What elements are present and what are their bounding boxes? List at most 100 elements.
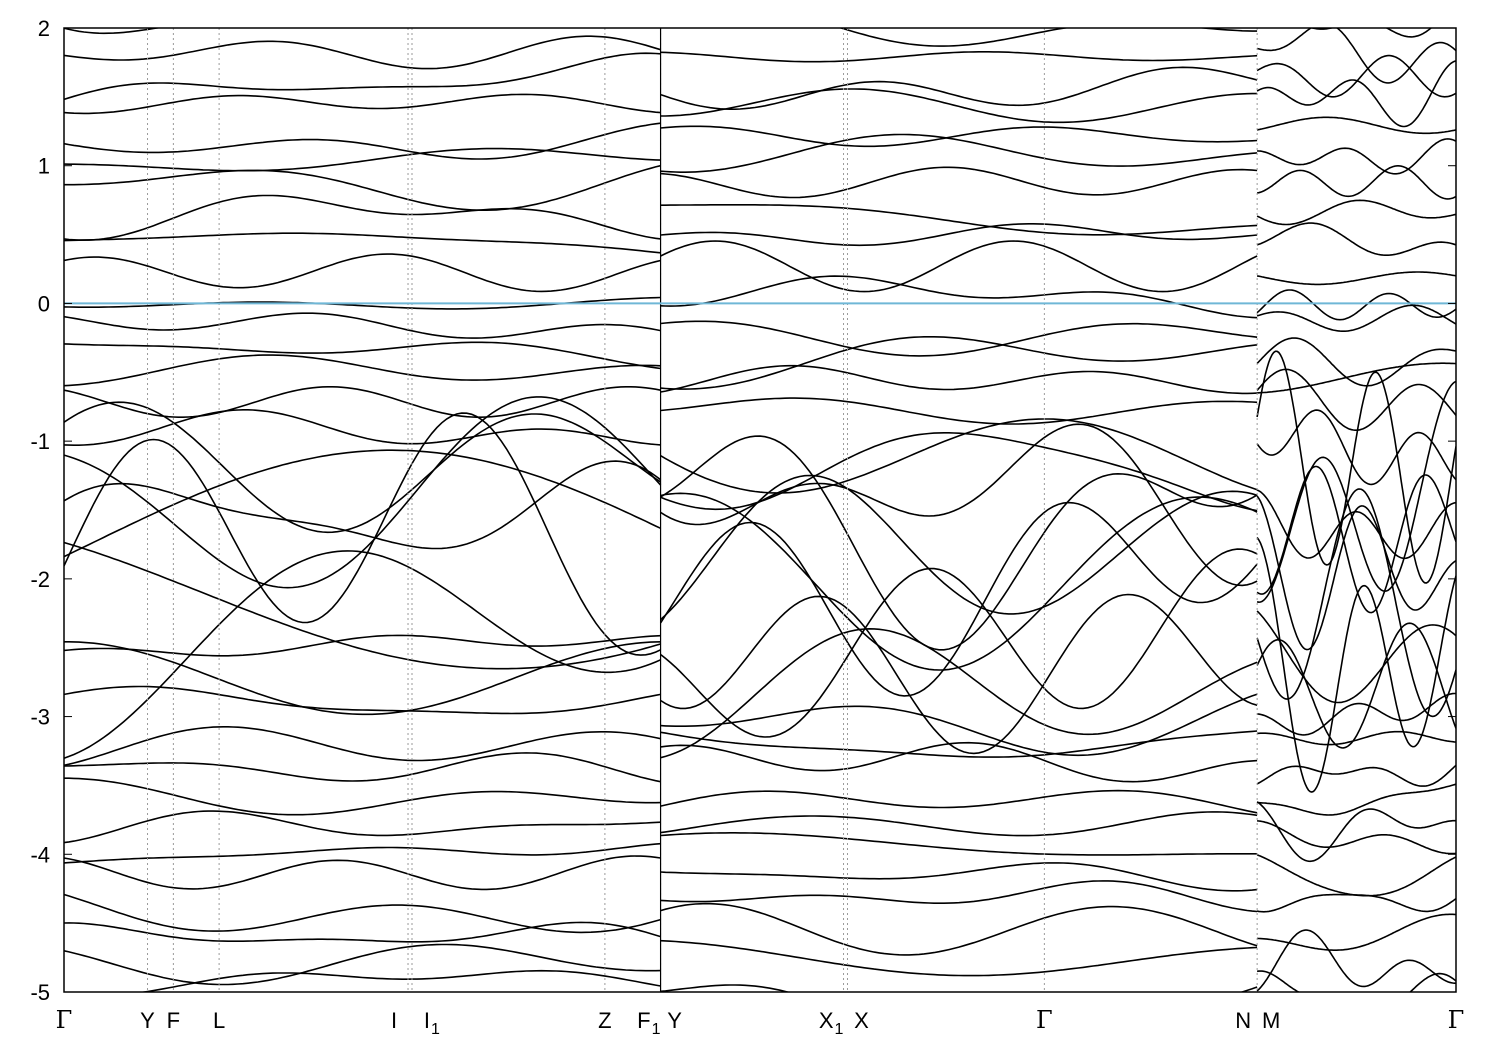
x-tick-label-main: Z bbox=[598, 1008, 611, 1033]
band-curve bbox=[64, 253, 661, 293]
band-curve bbox=[1257, 730, 1456, 746]
band-curve bbox=[1256, 929, 1456, 992]
x-tick-label: N bbox=[1235, 1008, 1251, 1033]
x-tick-label-main: X bbox=[819, 1008, 834, 1033]
band-curve bbox=[64, 147, 661, 172]
band-curve bbox=[1257, 783, 1456, 816]
band-curve bbox=[64, 943, 661, 986]
band-curve bbox=[64, 893, 661, 934]
band-curve bbox=[139, 969, 661, 992]
band-curve bbox=[64, 412, 661, 656]
band-curve bbox=[660, 730, 1258, 758]
y-tick-label: -2 bbox=[30, 567, 50, 592]
band-curve bbox=[660, 204, 1258, 236]
y-tick-label: -4 bbox=[30, 842, 50, 867]
y-tick-label: 1 bbox=[38, 154, 50, 179]
band-curve bbox=[660, 984, 1258, 992]
y-tick-label: -5 bbox=[30, 980, 50, 1005]
band-curve bbox=[1256, 60, 1456, 128]
band-curve bbox=[1256, 380, 1456, 604]
band-curve bbox=[1256, 488, 1456, 718]
band-curve bbox=[1256, 271, 1456, 286]
band-curve bbox=[64, 35, 661, 70]
band-curve bbox=[64, 634, 661, 657]
band-curve bbox=[660, 397, 1258, 425]
y-tick-label: 2 bbox=[38, 16, 50, 41]
bands-layer bbox=[64, 28, 1456, 992]
band-curve bbox=[660, 693, 1258, 757]
band-curve bbox=[660, 125, 1258, 148]
band-curve bbox=[1256, 54, 1456, 98]
band-curve bbox=[660, 275, 1258, 319]
band-curve bbox=[64, 810, 661, 844]
band-curve bbox=[660, 223, 1258, 247]
y-tick-label: 0 bbox=[38, 291, 50, 316]
band-curve bbox=[1257, 138, 1456, 175]
x-tick-label: X bbox=[854, 1008, 869, 1033]
band-curve bbox=[1256, 537, 1456, 793]
band-curve bbox=[660, 862, 1258, 892]
band-curve bbox=[660, 902, 1258, 956]
x-tick-label-main: M bbox=[1262, 1008, 1280, 1033]
band-curve bbox=[64, 52, 661, 101]
band-curve bbox=[1256, 222, 1456, 256]
band-curve bbox=[660, 548, 1258, 738]
band-curve bbox=[660, 832, 1258, 856]
band-curve bbox=[64, 122, 661, 160]
band-curve bbox=[1256, 495, 1456, 651]
x-tick-label-sub: 1 bbox=[431, 1021, 440, 1038]
band-curve bbox=[660, 423, 1258, 587]
x-tick-label: L bbox=[213, 1008, 225, 1033]
band-curve bbox=[1257, 913, 1456, 951]
x-tick-label-main: X bbox=[854, 1008, 869, 1033]
x-tick-label-main: F bbox=[167, 1008, 180, 1033]
x-tick-label: I bbox=[391, 1008, 397, 1033]
band-curve bbox=[660, 880, 1258, 913]
band-curve bbox=[660, 811, 1258, 837]
x-tick-label-main: Γ bbox=[56, 1006, 73, 1034]
band-curve bbox=[1256, 164, 1456, 200]
band-curve bbox=[660, 627, 1258, 759]
band-curve bbox=[64, 232, 661, 254]
x-tick-label-sub: 1 bbox=[652, 1021, 661, 1038]
x-tick-label-main: Y bbox=[667, 1008, 682, 1033]
band-curve bbox=[64, 449, 661, 558]
band-curve bbox=[660, 364, 1258, 395]
x-tick-label-main: Γ bbox=[1448, 1006, 1465, 1034]
band-curve bbox=[64, 685, 661, 715]
band-curve bbox=[64, 409, 661, 446]
band-curve bbox=[64, 312, 661, 339]
band-curve bbox=[64, 641, 661, 716]
band-curve bbox=[660, 741, 1258, 783]
band-curve bbox=[660, 320, 1258, 357]
band-curve bbox=[64, 386, 661, 418]
band-curve bbox=[64, 921, 661, 943]
y-tick-label: -1 bbox=[30, 429, 50, 454]
x-tick-label: M bbox=[1262, 1008, 1280, 1033]
x-tick-label: Z bbox=[598, 1008, 611, 1033]
band-curve bbox=[1256, 350, 1456, 584]
band-curve bbox=[660, 240, 1258, 293]
band-curve bbox=[660, 133, 1258, 173]
band-curve bbox=[1256, 409, 1456, 486]
band-curve bbox=[1256, 337, 1456, 387]
band-curve bbox=[64, 93, 661, 115]
band-curve bbox=[64, 396, 662, 589]
band-curve bbox=[660, 435, 1258, 651]
band-curve bbox=[1256, 893, 1456, 913]
x-tick-label-main: Γ bbox=[1036, 1006, 1053, 1034]
x-tick-label-main: I bbox=[424, 1008, 430, 1033]
x-tick-label: Γ bbox=[1036, 1006, 1053, 1034]
x-tick-label: Γ bbox=[1448, 1006, 1465, 1034]
band-curve bbox=[64, 164, 661, 211]
band-curve bbox=[1256, 610, 1456, 704]
band-curve bbox=[660, 432, 1258, 512]
band-curve bbox=[64, 401, 662, 534]
band-curve bbox=[660, 418, 1258, 494]
band-curve bbox=[660, 66, 1258, 110]
band-curve bbox=[1256, 199, 1456, 226]
